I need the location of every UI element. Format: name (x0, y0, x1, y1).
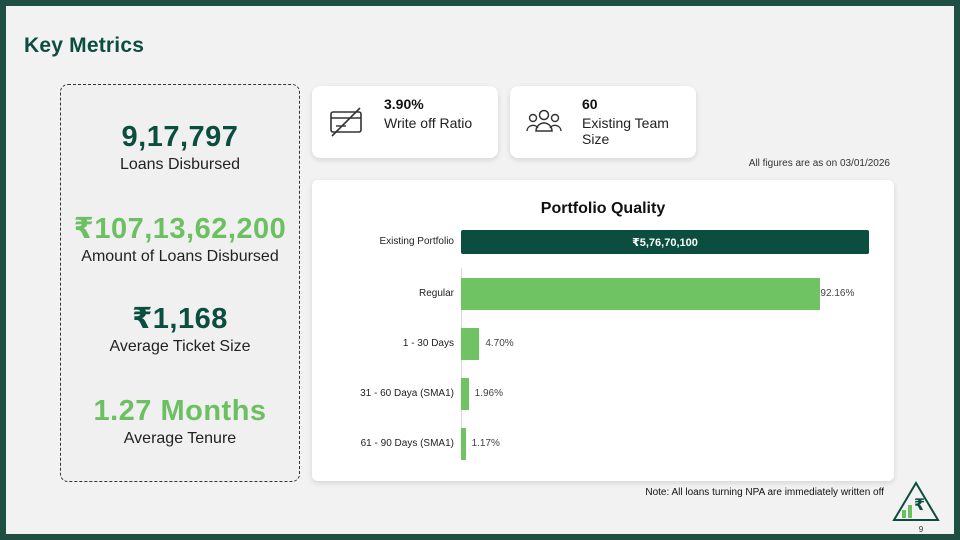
write-off-icon (330, 107, 362, 137)
metrics-panel: 9,17,797 Loans Disbursed ₹107,13,62,200 … (60, 84, 300, 482)
bar (461, 428, 466, 460)
chart-title: Portfolio Quality (540, 200, 666, 217)
bar (461, 328, 480, 360)
bar-category-label: 1 - 30 Days (402, 338, 454, 349)
footnote: Note: All loans turning NPA are immediat… (645, 487, 884, 498)
card-value: 3.90% (384, 96, 424, 112)
metric-label: Average Tenure (123, 430, 237, 447)
svg-text:₹: ₹ (914, 495, 925, 514)
bar (461, 278, 821, 310)
metric-average-ticket-size: ₹1,168 Average Ticket Size (61, 303, 299, 356)
slide: Key Metrics 9,17,797 Loans Disbursed ₹10… (6, 6, 954, 534)
bar-value-label: 92.16% (820, 288, 855, 299)
team-size-card: 60 Existing Team Size (510, 86, 696, 158)
bar-value-label: 4.70% (485, 338, 514, 349)
card-label: Write off Ratio (384, 115, 473, 131)
company-logo: ₹ (892, 481, 940, 521)
metric-amount-disbursed: ₹107,13,62,200 Amount of Loans Disbursed (61, 213, 299, 266)
bar (461, 378, 469, 410)
team-icon (526, 109, 562, 132)
metric-value: 1.27 Months (93, 395, 267, 427)
total-label: Existing Portfolio (379, 236, 454, 247)
bar-value-label: 1.96% (474, 388, 503, 399)
metric-label: Average Ticket Size (109, 338, 251, 355)
metric-loans-disbursed: 9,17,797 Loans Disbursed (61, 121, 299, 174)
card-value: 60 (582, 96, 598, 112)
portfolio-quality-chart: Portfolio Quality Existing Portfolio ₹5,… (312, 180, 894, 481)
metric-value: ₹107,13,62,200 (73, 213, 287, 245)
metric-value: ₹1,168 (132, 303, 228, 335)
bar-category-label: 61 - 90 Days (SMA1) (360, 438, 454, 449)
page-number: 9 (918, 525, 924, 534)
bar-category-label: 31 - 60 Daya (SMA1) (360, 388, 454, 399)
bar-value-label: 1.17% (471, 438, 500, 449)
total-bar: ₹5,76,70,100 (461, 230, 869, 254)
card-label: Existing Team Size (582, 115, 669, 147)
metric-value: 9,17,797 (121, 121, 239, 153)
page-title: Key Metrics (24, 34, 145, 57)
metric-average-tenure: 1.27 Months Average Tenure (61, 395, 299, 448)
as-of-date: All figures are as on 03/01/2026 (748, 158, 890, 169)
chart-axis (461, 268, 462, 458)
total-bar-value: ₹5,76,70,100 (632, 236, 698, 249)
metric-label: Loans Disbursed (119, 156, 241, 173)
metric-label: Amount of Loans Disbursed (81, 248, 279, 265)
bar-category-label: Regular (418, 288, 454, 299)
write-off-card: 3.90% Write off Ratio (312, 86, 498, 158)
